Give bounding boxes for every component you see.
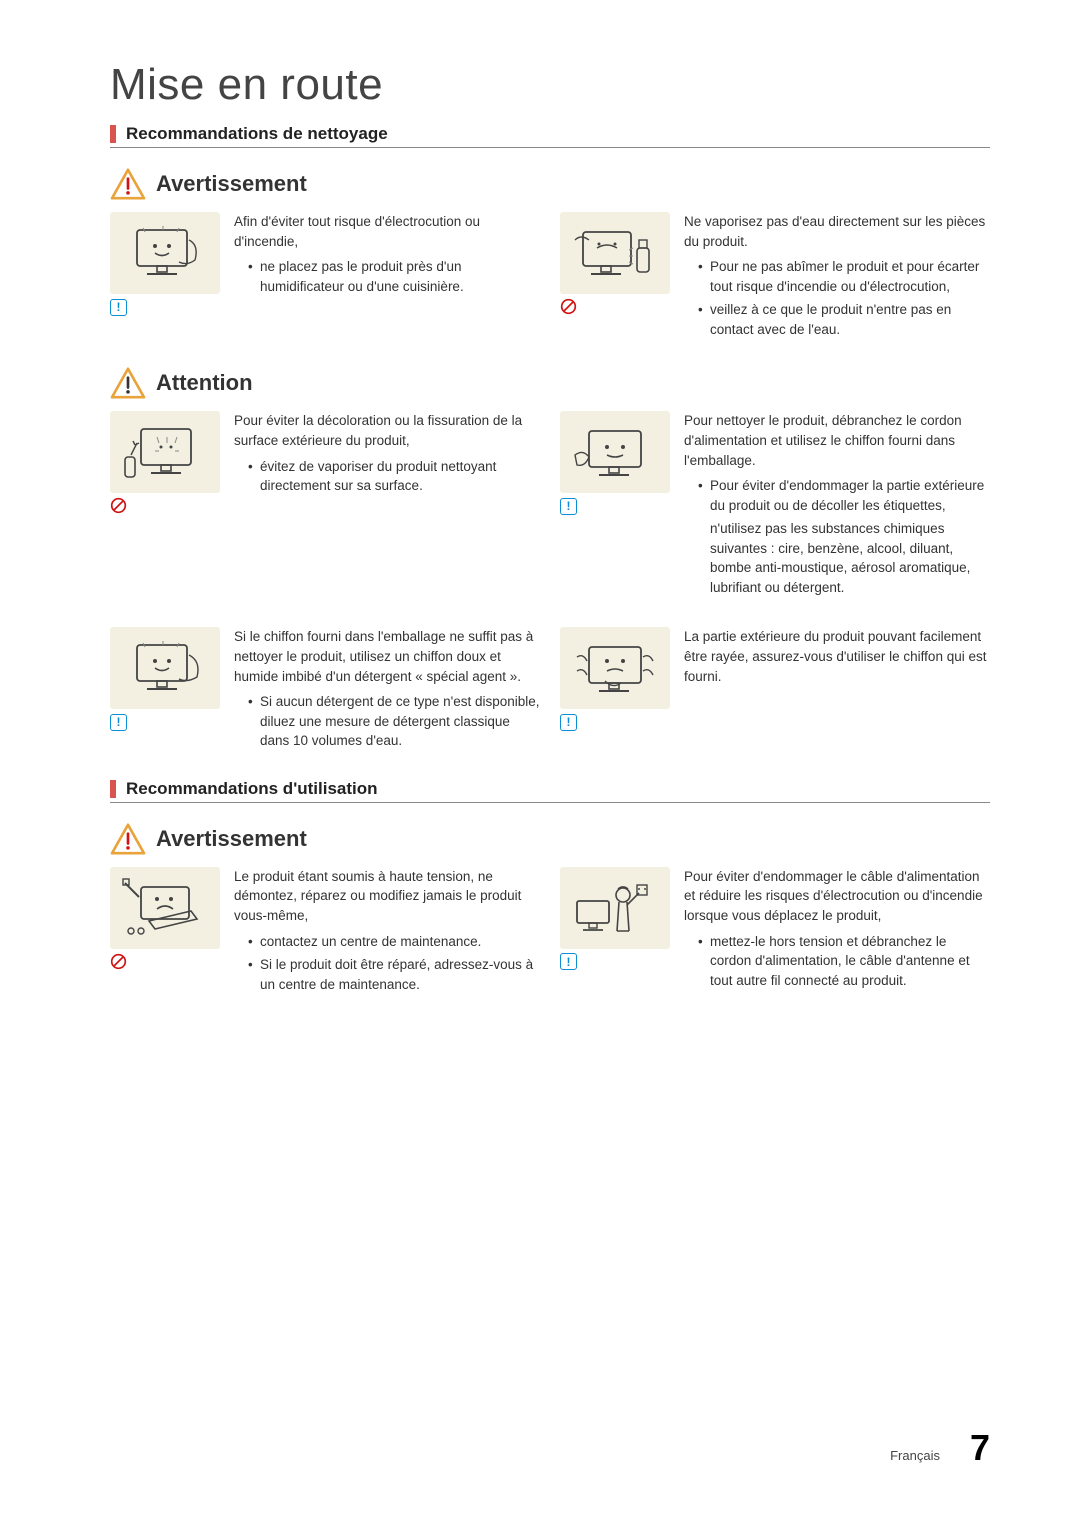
info-badge-icon <box>110 299 127 316</box>
illustration <box>560 411 670 515</box>
illustration <box>560 627 670 731</box>
attention-header: Attention <box>110 367 990 399</box>
item-text: Si le chiffon fourni dans l'emballage ne… <box>234 627 540 754</box>
item-intro: Ne vaporisez pas d'eau directement sur l… <box>684 212 990 251</box>
safety-item: Ne vaporisez pas d'eau directement sur l… <box>560 212 990 343</box>
info-badge-icon <box>110 714 127 731</box>
item-bullets: ne placez pas le produit près d'un humid… <box>234 257 540 296</box>
item-text: Pour nettoyer le produit, débranchez le … <box>684 411 990 597</box>
illustration-box <box>110 212 220 294</box>
item-bullets: Pour ne pas abîmer le produit et pour éc… <box>684 257 990 339</box>
footer-language: Français <box>890 1448 940 1463</box>
item-bullets: évitez de vaporiser du produit nettoyant… <box>234 457 540 496</box>
item-bullets: Si aucun détergent de ce type n'est disp… <box>234 692 540 751</box>
warning-header: Avertissement <box>110 168 990 200</box>
items-grid: Pour éviter la décoloration ou la fissur… <box>110 411 990 754</box>
safety-item: Pour nettoyer le produit, débranchez le … <box>560 411 990 597</box>
section-title: Recommandations de nettoyage <box>126 124 388 144</box>
illustration-box <box>560 867 670 949</box>
page-footer: Français 7 <box>890 1427 990 1469</box>
item-bullets: contactez un centre de maintenance. Si l… <box>234 932 540 995</box>
item-intro: Afin d'éviter tout risque d'électrocutio… <box>234 212 540 251</box>
bullet: évitez de vaporiser du produit nettoyant… <box>248 457 540 496</box>
item-text: Afin d'éviter tout risque d'électrocutio… <box>234 212 540 300</box>
items-grid: Le produit étant soumis à haute tension,… <box>110 867 990 998</box>
warning-icon <box>110 823 146 855</box>
info-badge-icon <box>560 498 577 515</box>
footer-page-number: 7 <box>970 1427 990 1469</box>
section-marker <box>110 780 116 798</box>
illustration-box <box>560 411 670 493</box>
section-marker <box>110 125 116 143</box>
item-intro: Pour éviter d'endommager le câble d'alim… <box>684 867 990 926</box>
safety-item: La partie extérieure du produit pouvant … <box>560 627 990 754</box>
warning-label: Avertissement <box>156 826 307 852</box>
section-header-cleaning: Recommandations de nettoyage <box>110 124 990 148</box>
illustration-box <box>110 627 220 709</box>
safety-item: Pour éviter la décoloration ou la fissur… <box>110 411 540 597</box>
illustration-box <box>110 411 220 493</box>
illustration <box>110 212 220 316</box>
item-intro: Pour nettoyer le produit, débranchez le … <box>684 411 990 470</box>
safety-item: Afin d'éviter tout risque d'électrocutio… <box>110 212 540 343</box>
warning-icon <box>110 168 146 200</box>
illustration <box>110 411 220 519</box>
attention-label: Attention <box>156 370 253 396</box>
item-text: Ne vaporisez pas d'eau directement sur l… <box>684 212 990 343</box>
item-intro: Pour éviter la décoloration ou la fissur… <box>234 411 540 450</box>
item-text: La partie extérieure du produit pouvant … <box>684 627 990 692</box>
item-bullets: mettez-le hors tension et débranchez le … <box>684 932 990 991</box>
item-intro: La partie extérieure du produit pouvant … <box>684 627 990 686</box>
safety-item: Pour éviter d'endommager le câble d'alim… <box>560 867 990 998</box>
illustration <box>560 212 670 320</box>
bullet: Pour éviter d'endommager la partie extér… <box>698 476 990 515</box>
safety-item: Si le chiffon fourni dans l'emballage ne… <box>110 627 540 754</box>
illustration <box>110 627 220 731</box>
illustration-box <box>560 627 670 709</box>
bullet: contactez un centre de maintenance. <box>248 932 540 952</box>
bullet: ne placez pas le produit près d'un humid… <box>248 257 540 296</box>
attention-icon <box>110 367 146 399</box>
prohibit-badge-icon <box>110 497 127 514</box>
bullet: Si le produit doit être réparé, adressez… <box>248 955 540 994</box>
safety-item: Le produit étant soumis à haute tension,… <box>110 867 540 998</box>
bullet: mettez-le hors tension et débranchez le … <box>698 932 990 991</box>
info-badge-icon <box>560 953 577 970</box>
bullet: Pour ne pas abîmer le produit et pour éc… <box>698 257 990 296</box>
item-text: Pour éviter la décoloration ou la fissur… <box>234 411 540 499</box>
illustration-box <box>560 212 670 294</box>
item-text: Pour éviter d'endommager le câble d'alim… <box>684 867 990 994</box>
warning-label: Avertissement <box>156 171 307 197</box>
bullet: veillez à ce que le produit n'entre pas … <box>698 300 990 339</box>
section-title: Recommandations d'utilisation <box>126 779 378 799</box>
info-badge-icon <box>560 714 577 731</box>
item-intro: Le produit étant soumis à haute tension,… <box>234 867 540 926</box>
item-secondary: n'utilisez pas les substances chimiques … <box>684 519 990 597</box>
prohibit-badge-icon <box>110 953 127 970</box>
items-grid: Afin d'éviter tout risque d'électrocutio… <box>110 212 990 343</box>
item-bullets: Pour éviter d'endommager la partie extér… <box>684 476 990 515</box>
warning-header: Avertissement <box>110 823 990 855</box>
illustration <box>110 867 220 975</box>
page-title: Mise en route <box>110 60 990 110</box>
bullet: Si aucun détergent de ce type n'est disp… <box>248 692 540 751</box>
illustration <box>560 867 670 971</box>
prohibit-badge-icon <box>560 298 577 315</box>
item-intro: Si le chiffon fourni dans l'emballage ne… <box>234 627 540 686</box>
illustration-box <box>110 867 220 949</box>
item-text: Le produit étant soumis à haute tension,… <box>234 867 540 998</box>
section-header-usage: Recommandations d'utilisation <box>110 779 990 803</box>
